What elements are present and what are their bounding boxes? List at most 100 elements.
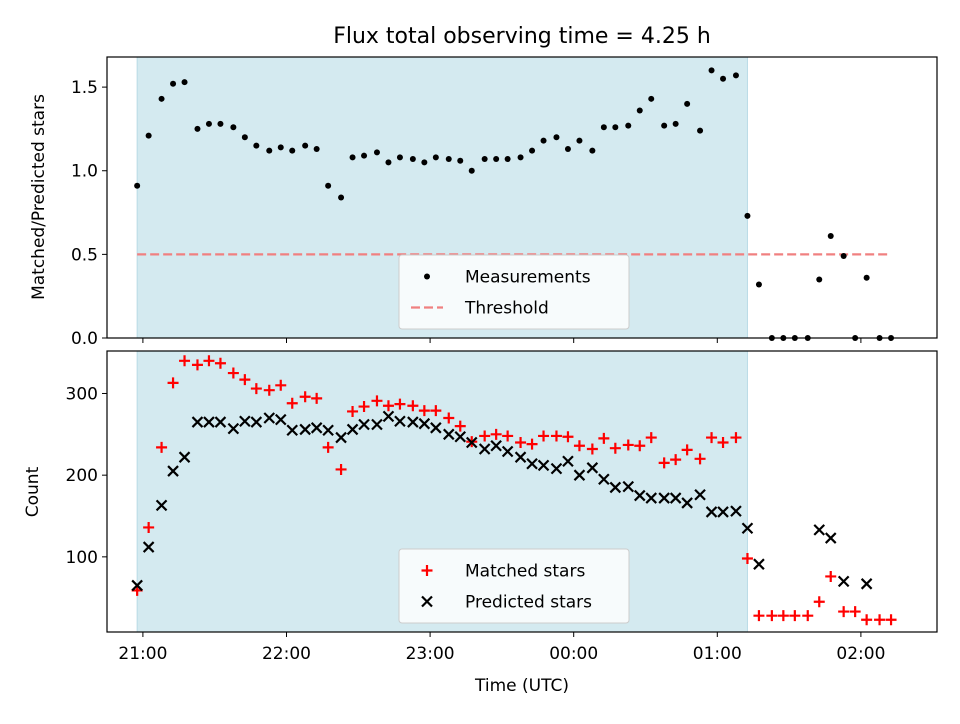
x-tick-label: 21:00 (118, 644, 167, 664)
top-y-axis-label: Matched/Predicted stars (29, 94, 49, 300)
measurements-point (684, 100, 691, 107)
predicted-stars-point (346, 423, 359, 436)
measurements-point (708, 67, 715, 74)
matched-stars-point (347, 405, 359, 417)
predicted-stars-point (131, 579, 143, 592)
measurements-point (385, 159, 392, 166)
predicted-stars-point (239, 415, 251, 428)
predicted-stars-point (394, 415, 406, 428)
predicted-stars-point (250, 416, 263, 428)
matched-stars-point (443, 412, 455, 424)
matched-stars-point (802, 610, 814, 622)
measurements-point (672, 120, 679, 127)
matched-stars-point (275, 379, 287, 391)
matched-stars-point (515, 436, 527, 448)
measurements-point (744, 212, 751, 219)
predicted-stars-point (335, 431, 347, 444)
matched-stars-point (191, 359, 203, 371)
matched-stars-point (562, 431, 574, 443)
x-tick-label: 02:00 (836, 644, 885, 664)
matched-stars-point (143, 521, 155, 533)
matched-stars-point (311, 392, 323, 404)
matched-stars-point (766, 610, 778, 622)
measurements-point (253, 142, 260, 149)
predicted-stars-point (526, 457, 538, 470)
measurements-point (349, 154, 356, 161)
matched-stars-point (263, 384, 275, 396)
legend-label: Predicted stars (465, 593, 592, 613)
predicted-stars-point (490, 439, 502, 452)
matched-stars-point (371, 395, 383, 407)
predicted-stars-point (753, 558, 765, 570)
matched-stars-point (382, 400, 394, 412)
predicted-stars-point (227, 422, 240, 435)
measurements-point (194, 125, 201, 132)
predicted-stars-point (824, 532, 837, 544)
measurements-point (432, 154, 439, 161)
predicted-stars-point (286, 424, 299, 437)
measurements-point (457, 157, 464, 164)
measurements-point (636, 107, 643, 114)
predicted-stars-point (382, 410, 395, 423)
matched-stars-point (179, 355, 191, 367)
measurements-point (493, 156, 500, 163)
predicted-stars-point (442, 428, 455, 441)
predicted-stars-point (203, 416, 215, 428)
matched-stars-point (550, 430, 562, 442)
measurements-point (181, 79, 188, 86)
matched-stars-point (538, 430, 550, 442)
measurements-point (241, 134, 248, 141)
measurements-point (302, 142, 309, 149)
matched-stars-point (167, 377, 179, 389)
x-tick-label: 22:00 (262, 644, 311, 664)
top-axes-frame (106, 56, 938, 339)
predicted-stars-point (478, 443, 491, 455)
matched-stars-point (479, 430, 491, 442)
measurements-point (529, 147, 536, 154)
measurements-point (325, 182, 332, 189)
predicted-stars-point (514, 451, 527, 463)
predicted-stars-point (633, 489, 646, 502)
matched-stars-point (849, 606, 861, 618)
measurements-point (697, 127, 704, 134)
measurements-point (266, 147, 273, 154)
predicted-stars-point (813, 524, 826, 536)
measurements-point (589, 147, 596, 154)
matched-stars-point (502, 430, 514, 442)
bottom-y-tick-label: 200 (66, 466, 98, 486)
measurements-point (504, 156, 511, 163)
predicted-stars-point (191, 416, 204, 428)
predicted-stars-point (214, 416, 227, 428)
predicted-stars-point (371, 418, 383, 431)
predicted-stars-point (155, 499, 168, 512)
matched-stars-point (418, 405, 430, 417)
measurements-point (481, 156, 488, 163)
predicted-stars-point (622, 480, 635, 493)
matched-stars-point (658, 457, 670, 469)
measurements-point (361, 152, 368, 159)
matched-stars-point (609, 442, 621, 454)
matched-stars-point (825, 570, 837, 582)
measurements-point (145, 132, 152, 139)
matched-stars-point (717, 436, 729, 448)
predicted-stars-point (465, 436, 478, 449)
measurements-point (230, 124, 237, 131)
predicted-stars-point (645, 492, 658, 504)
matched-stars-point (753, 610, 765, 622)
measurements-point (553, 134, 560, 141)
matched-stars-point (874, 614, 886, 626)
matched-stars-point (286, 397, 298, 409)
predicted-stars-point (730, 505, 742, 517)
measurements-point (755, 281, 762, 288)
measurements-point (338, 194, 345, 201)
matched-stars-point (706, 432, 718, 444)
predicted-stars-point (562, 455, 574, 468)
predicted-stars-point (263, 412, 276, 424)
legend-marker-plus (421, 565, 433, 576)
matched-stars-point (789, 610, 801, 622)
predicted-stars-point (299, 423, 311, 436)
bottom-panel: 100 200 300 21:00 22:00 23:00 00:00 01:00 02:00 M… (66, 350, 938, 664)
matched-stars-point (634, 440, 646, 452)
measurements-point (277, 144, 284, 151)
